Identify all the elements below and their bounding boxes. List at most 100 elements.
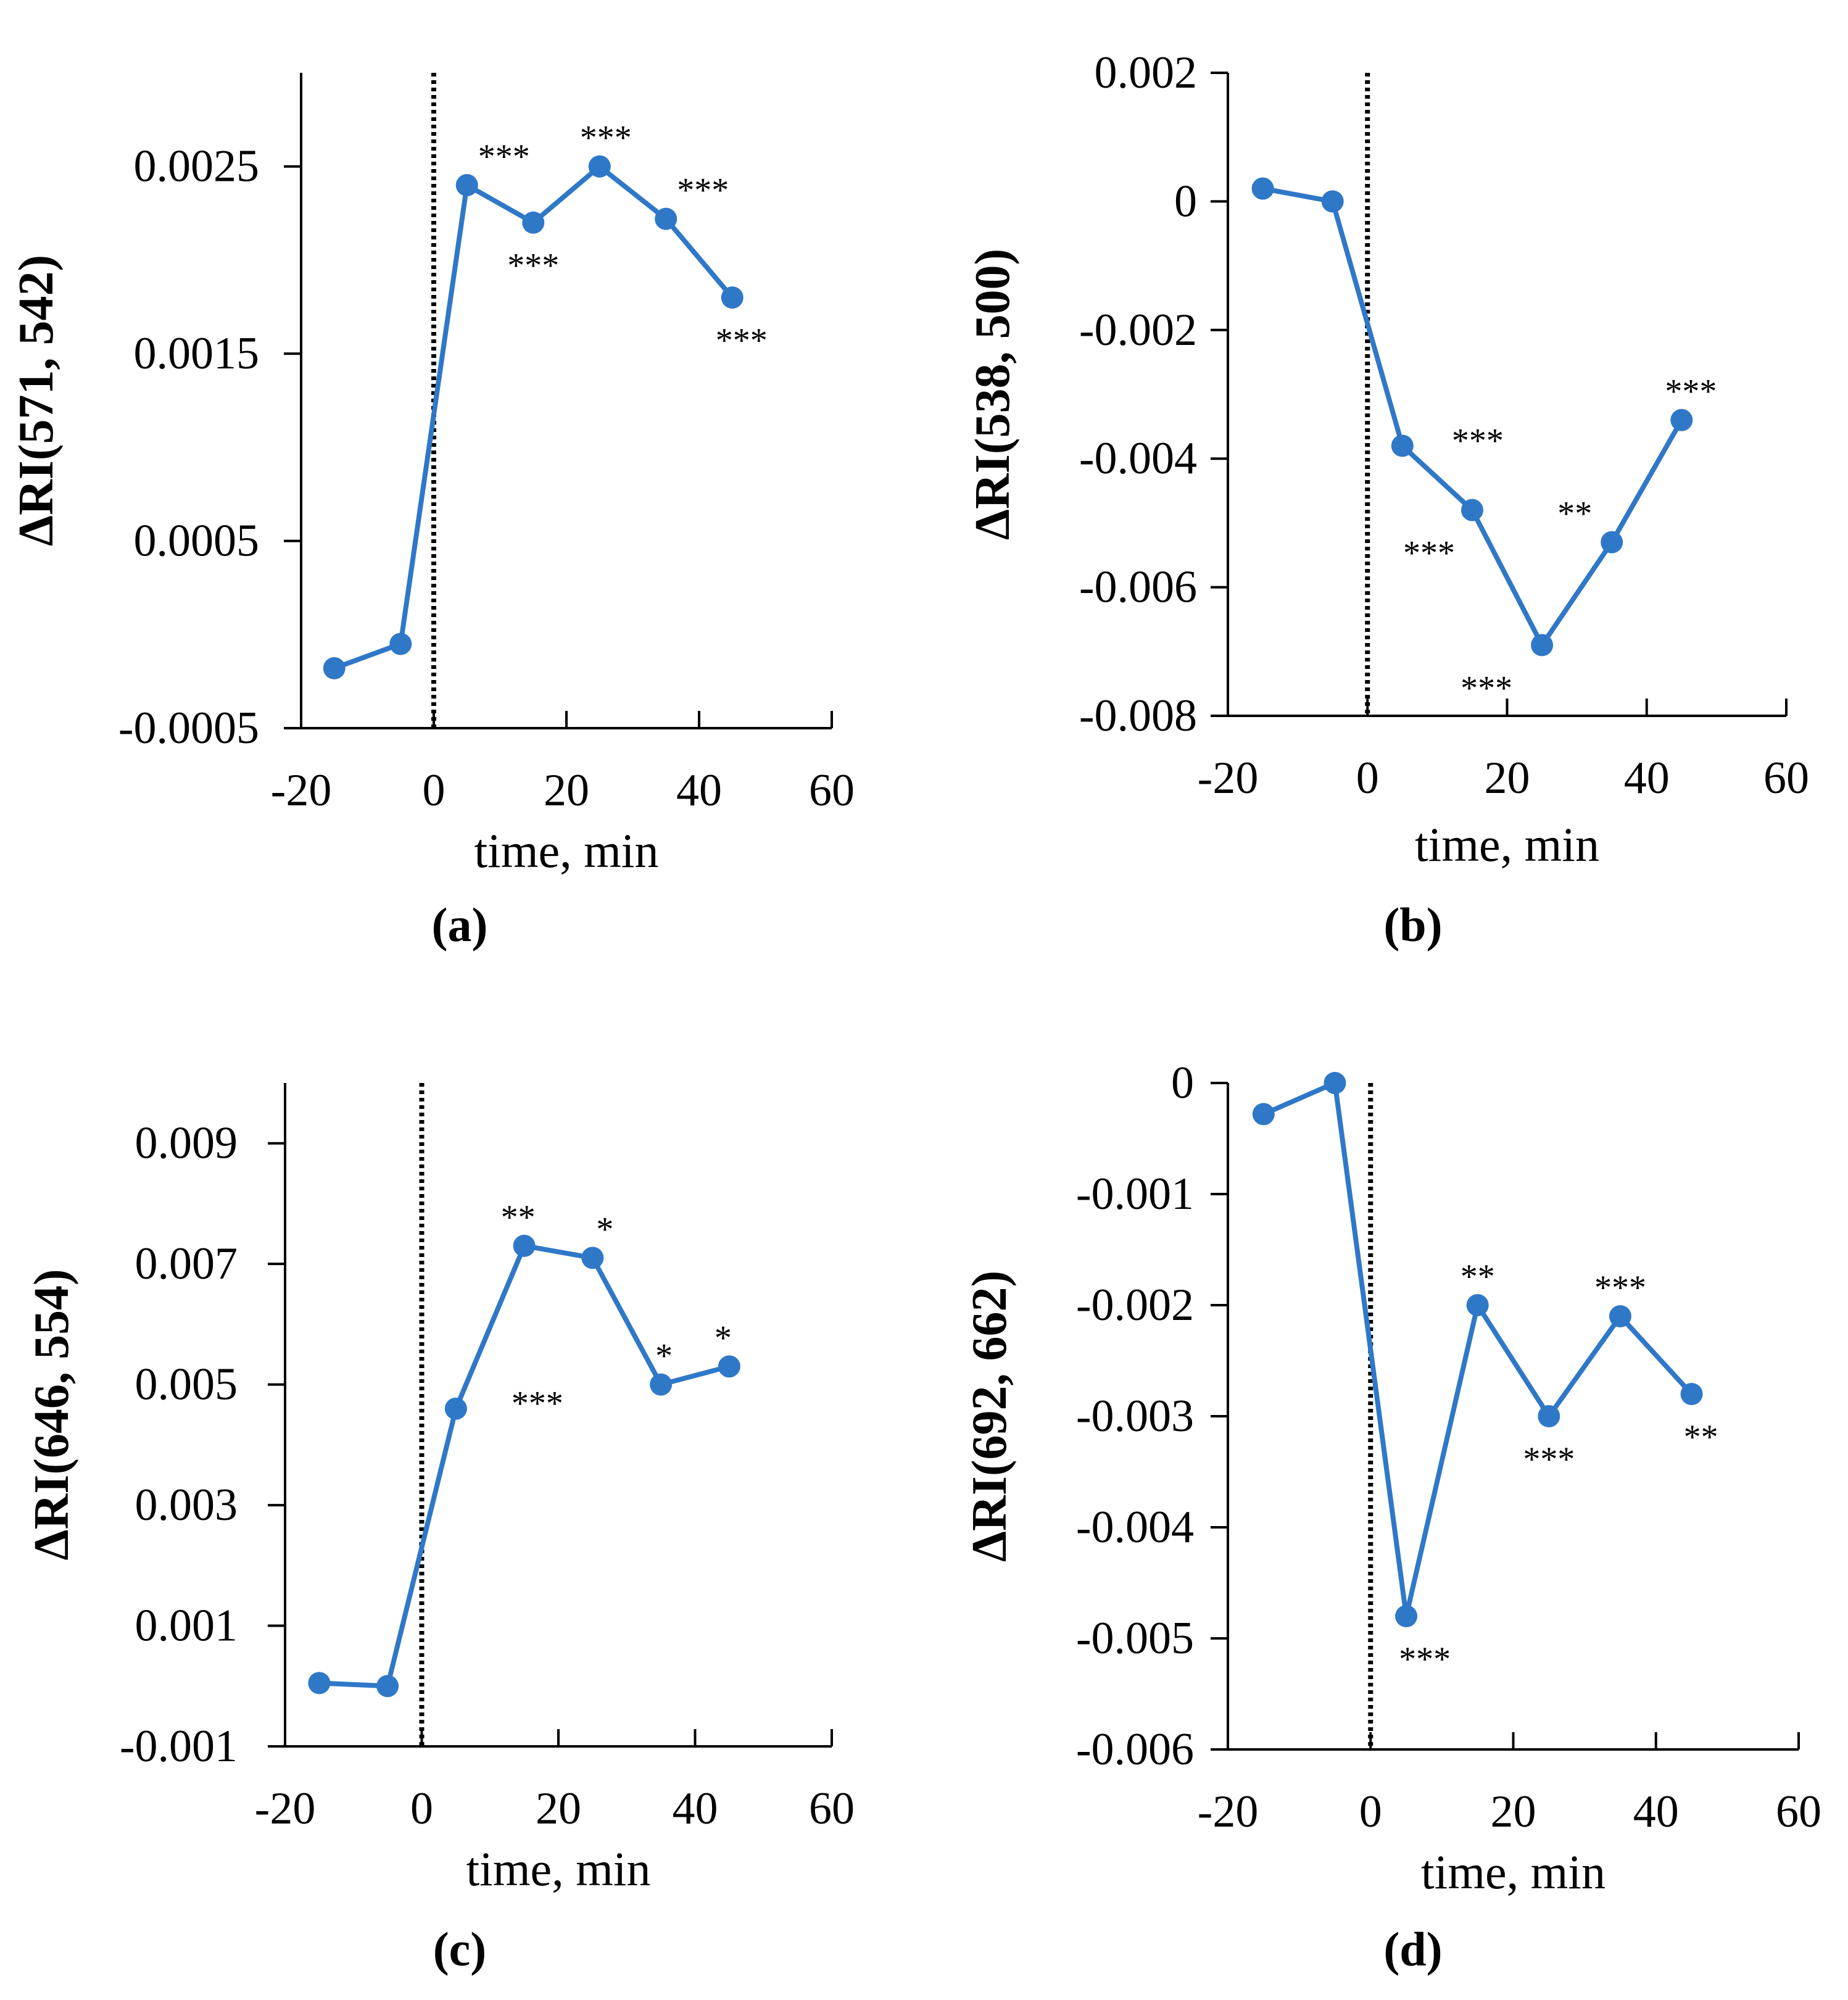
x-tick-label: 60 [1763, 753, 1809, 803]
data-point [588, 155, 611, 178]
x-tick-label: 20 [536, 1783, 581, 1834]
significance-label: ** [1557, 495, 1592, 533]
y-tick-label: -0.003 [1076, 1391, 1194, 1442]
data-point [1466, 1294, 1489, 1316]
y-tick-label: 0.0005 [134, 516, 260, 566]
x-axis-title: time, min [474, 824, 659, 878]
x-tick-label: 60 [809, 1783, 855, 1834]
data-point [1531, 634, 1554, 657]
x-tick-label: -20 [255, 1783, 316, 1834]
data-point [1670, 409, 1693, 431]
series-line [1262, 1081, 1694, 1619]
data-point [718, 1355, 740, 1378]
significance-label: *** [478, 138, 530, 176]
data-point [650, 1373, 673, 1396]
data-point [1391, 434, 1414, 457]
x-tick-label: 0 [423, 765, 445, 816]
y-tick-label: -0.006 [1076, 1724, 1194, 1775]
data-point [1395, 1605, 1418, 1627]
data-point [721, 286, 744, 309]
y-tick-label: -0.008 [1079, 691, 1197, 741]
panel-label: (c) [433, 1922, 487, 1976]
y-tick-label: -0.005 [1076, 1613, 1194, 1664]
series-line [319, 1243, 730, 1689]
y-tick-label: -0.001 [1076, 1169, 1194, 1219]
y-tick-label: 0.001 [135, 1601, 238, 1651]
y-tick-label: -0.004 [1079, 433, 1197, 484]
significance-label: *** [507, 247, 559, 285]
y-tick-label: -0.002 [1079, 305, 1197, 355]
panel-a: -0.0005 0.0005 0.0015 0.0025 -20 0 20 40 60 *** **… [9, 73, 855, 952]
significance-label: * [715, 1319, 732, 1357]
data-point [655, 207, 677, 230]
data-point [323, 657, 346, 679]
panel-c: -0.001 0.001 0.003 0.005 0.007 0.009 -20 0 20 40 6… [25, 1083, 855, 1976]
data-point [513, 1234, 536, 1257]
data-point [1252, 1103, 1275, 1126]
x-tick-label: 0 [1359, 1786, 1382, 1837]
x-tick-label: 40 [1633, 1786, 1679, 1837]
significance-label: *** [1594, 1269, 1646, 1307]
data-point [1251, 177, 1274, 200]
significance-label: * [655, 1337, 673, 1376]
significance-label: * [596, 1210, 613, 1248]
y-tick-label: 0.005 [135, 1359, 238, 1410]
x-tick-label: -20 [271, 765, 332, 816]
x-tick-label: 40 [676, 765, 722, 816]
x-axis-title: time, min [1415, 818, 1599, 871]
data-point [1461, 499, 1483, 521]
significance-label: *** [1399, 1640, 1451, 1678]
significance-label: *** [512, 1385, 563, 1423]
significance-label: *** [1523, 1440, 1575, 1479]
x-tick-label: 40 [1624, 753, 1670, 803]
data-point [1609, 1305, 1631, 1327]
panel-b: -0.008 -0.006 -0.004 -0.002 0 0.002 -20 0 20 40 60… [966, 48, 1809, 952]
x-tick-label: -20 [1198, 753, 1259, 803]
data-point [389, 633, 412, 655]
significance-label: ** [1684, 1418, 1718, 1456]
y-axis-title: ΔRI(646, 554) [25, 1269, 79, 1560]
significance-label: *** [1461, 669, 1512, 707]
x-axis-title: time, min [1421, 1845, 1606, 1899]
y-tick-label: 0 [1174, 176, 1197, 226]
y-tick-label: -0.002 [1076, 1280, 1194, 1330]
y-axis-title: ΔRI(692, 662) [963, 1271, 1017, 1562]
data-point [455, 174, 478, 197]
y-tick-label: -0.006 [1079, 562, 1197, 613]
data-point [1601, 531, 1623, 554]
y-tick-label: -0.0005 [118, 703, 259, 753]
x-tick-label: 0 [410, 1783, 433, 1834]
data-point [1321, 190, 1344, 213]
data-point [376, 1675, 399, 1698]
data-point [1680, 1383, 1703, 1405]
y-tick-label: 0.007 [135, 1239, 238, 1289]
significance-label: *** [580, 119, 632, 157]
significance-label: ** [501, 1198, 536, 1237]
y-tick-label: 0.003 [135, 1480, 238, 1530]
y-tick-label: 0.009 [135, 1118, 238, 1169]
significance-label: *** [716, 322, 768, 360]
panel-label: (b) [1383, 898, 1442, 952]
x-tick-label: 20 [544, 765, 589, 816]
significance-label: *** [1403, 534, 1455, 573]
x-tick-label: 60 [1776, 1786, 1821, 1837]
x-tick-label: -20 [1198, 1786, 1259, 1837]
data-point [308, 1672, 331, 1695]
panel-d: -0.006 -0.005 -0.004 -0.003 -0.002 -0.001 0 -20… [963, 1058, 1821, 1976]
y-tick-label: 0.002 [1095, 48, 1198, 98]
y-axis-title: ΔRI(571, 542) [9, 255, 64, 546]
y-tick-label: 0 [1171, 1058, 1194, 1108]
significance-label: *** [1452, 421, 1504, 460]
data-point [1324, 1072, 1346, 1094]
data-point [522, 211, 545, 234]
x-tick-label: 40 [673, 1783, 718, 1834]
panel-label: (a) [432, 898, 488, 952]
x-tick-label: 60 [809, 765, 855, 816]
x-tick-label: 0 [1356, 753, 1379, 803]
series-line [333, 164, 734, 671]
y-axis-title: ΔRI(538, 500) [966, 249, 1020, 540]
significance-label: *** [677, 172, 729, 210]
significance-label: *** [1665, 373, 1717, 411]
y-tick-label: -0.001 [120, 1721, 238, 1772]
